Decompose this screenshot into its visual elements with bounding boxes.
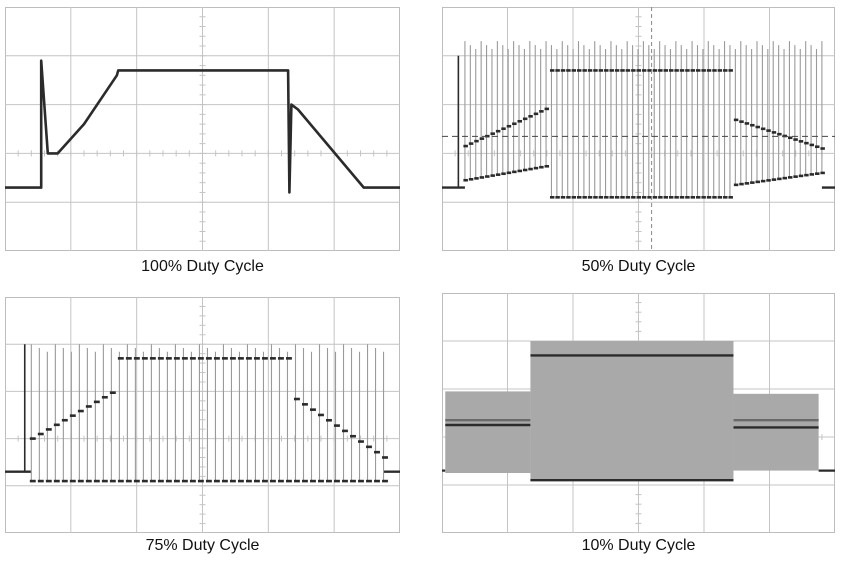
panel-50-duty-cycle: 50% Duty Cycle xyxy=(442,7,835,283)
waveform-trace xyxy=(5,59,400,194)
panel-100-duty-cycle: 100% Duty Cycle xyxy=(5,7,400,283)
caption-100-duty-cycle: 100% Duty Cycle xyxy=(141,258,264,275)
caption-75-duty-cycle: 75% Duty Cycle xyxy=(145,537,260,554)
dense-fill-region xyxy=(445,391,531,473)
dense-fill-region xyxy=(530,341,734,481)
scope-grid xyxy=(5,297,400,533)
dense-fill-region xyxy=(733,393,819,471)
scope-plot-100 xyxy=(5,7,400,251)
scope-grid xyxy=(5,7,400,251)
caption-50-duty-cycle: 50% Duty Cycle xyxy=(581,258,696,275)
scope-plot-75 xyxy=(5,297,400,533)
panel-75-duty-cycle: 75% Duty Cycle xyxy=(5,297,400,559)
panel-10-duty-cycle: 10% Duty Cycle xyxy=(442,293,835,559)
caption-10-duty-cycle: 10% Duty Cycle xyxy=(581,537,696,554)
scope-plot-10 xyxy=(442,293,835,533)
scope-plot-50 xyxy=(442,7,835,251)
